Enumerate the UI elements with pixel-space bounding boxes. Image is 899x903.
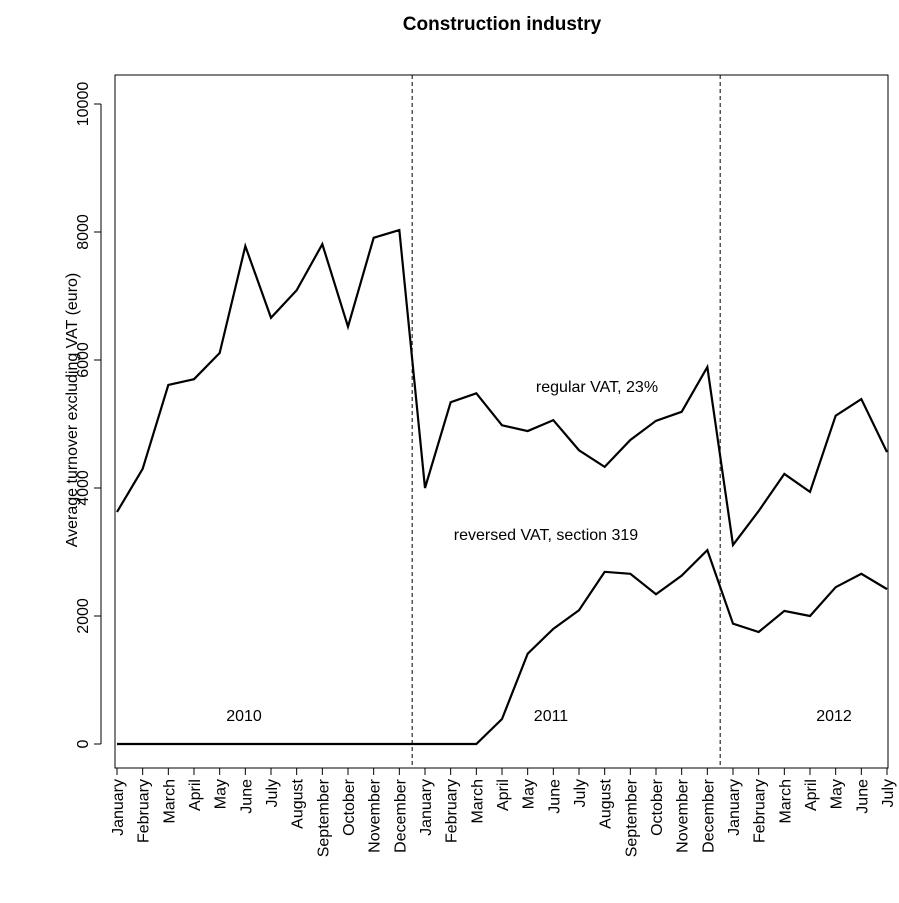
year-label: 2010 (226, 708, 262, 725)
y-tick-label: 0 (75, 739, 92, 748)
x-tick-label: February (752, 779, 769, 843)
x-tick-label: September (623, 778, 640, 857)
y-axis-label: Average turnover excluding VAT (euro) (64, 273, 81, 548)
x-tick-label: July (880, 779, 897, 807)
year-label: 2011 (534, 708, 569, 725)
y-tick-label: 8000 (75, 214, 92, 250)
series-label: regular VAT, 23% (536, 379, 658, 396)
x-tick-label: April (187, 779, 204, 811)
year-label: 2012 (816, 708, 852, 725)
x-tick-label: May (213, 779, 230, 809)
x-tick-label: March (469, 779, 486, 823)
x-tick-label: November (675, 778, 692, 852)
x-tick-label: June (854, 779, 871, 814)
x-tick-label: August (290, 778, 307, 828)
x-tick-label: November (367, 778, 384, 852)
x-tick-label: December (392, 778, 409, 852)
x-tick-label: April (495, 779, 512, 811)
x-tick-label: January (110, 779, 127, 836)
series-line (117, 548, 888, 746)
x-tick-label: October (341, 778, 358, 836)
y-tick-label: 2000 (75, 598, 92, 634)
x-tick-label: January (418, 779, 435, 836)
x-tick-label: January (726, 779, 743, 836)
series-label: reversed VAT, section 319 (454, 527, 638, 544)
x-tick-label: February (136, 779, 153, 843)
x-tick-label: July (572, 779, 589, 807)
x-tick-label: March (161, 779, 178, 823)
x-tick-label: May (521, 779, 538, 809)
series-line (116, 228, 888, 548)
y-tick-label: 4000 (75, 470, 92, 506)
x-tick-label: October (649, 778, 666, 836)
x-tick-label: February (444, 779, 461, 843)
x-tick-label: September (315, 778, 332, 857)
x-tick-label: June (546, 779, 563, 814)
x-tick-label: July (264, 779, 281, 807)
x-tick-label: June (238, 779, 255, 814)
x-tick-label: December (700, 778, 717, 852)
x-tick-label: May (829, 779, 846, 809)
x-tick-label: April (803, 779, 820, 811)
chart-title: Construction industry (403, 14, 602, 35)
plot-frame (114, 74, 889, 769)
y-tick-label: 10000 (75, 82, 92, 127)
y-tick-label: 6000 (75, 342, 92, 378)
x-tick-label: August (598, 778, 615, 828)
x-tick-label: March (777, 779, 794, 823)
